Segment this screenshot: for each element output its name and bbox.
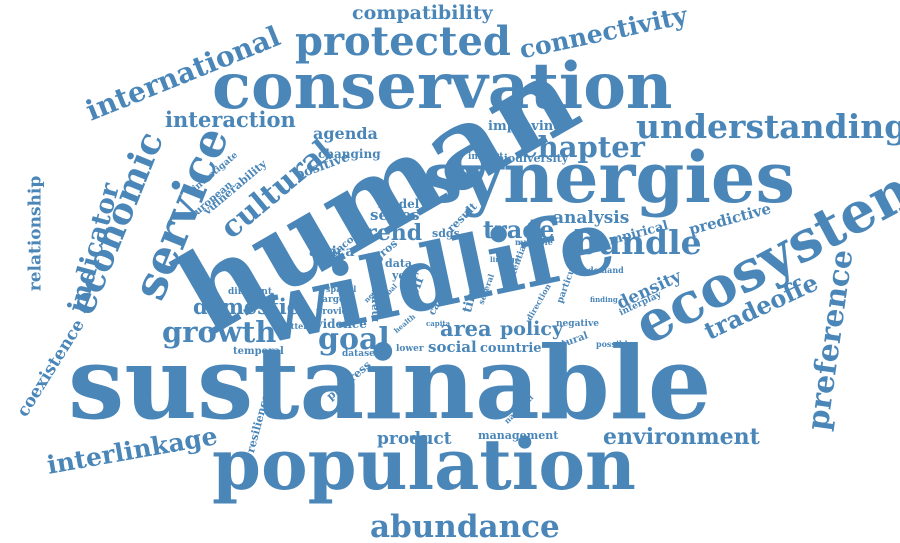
word-synergies: synergies (423, 136, 795, 219)
word-countrie: countrie (480, 341, 542, 356)
word-understanding: understanding (636, 107, 900, 146)
word-multiple: multiple (515, 237, 553, 247)
word-pattern: pattern (280, 321, 314, 331)
word-capita: capita (426, 319, 451, 328)
word-management: management (478, 429, 559, 442)
word-trade: trade (483, 215, 555, 244)
word-improving: improving (488, 119, 563, 134)
word-demand: demand (588, 265, 624, 275)
word-linkage: linkage (490, 255, 520, 264)
word-abundance: abundance (370, 509, 560, 543)
word-spatial: spatial (326, 284, 357, 294)
word-changing: changing (318, 147, 381, 161)
word-conservation: conservation (212, 49, 673, 124)
word-environment: environment (603, 424, 760, 450)
word-domestic: domestic (193, 294, 300, 319)
word-bundle: bundle (574, 223, 702, 262)
word-population: population (212, 423, 636, 506)
word-area: area (440, 316, 492, 341)
word-series: series (370, 206, 420, 224)
word-africa: africa (309, 244, 355, 260)
word-sustainable: sustainable (68, 324, 712, 442)
word-growth: growth (162, 315, 277, 349)
word-possible: possible (596, 339, 633, 349)
word-provide: provide (316, 307, 354, 317)
word-model: model (378, 197, 420, 211)
word-interaction: interaction (165, 107, 296, 132)
word-sdgs: sdgs (432, 227, 460, 240)
word-finding: finding (590, 295, 618, 304)
word-temporal: temporal (233, 346, 284, 357)
word-biodiversity: biodiversity (496, 152, 569, 165)
word-negative: negative (556, 319, 599, 329)
word-target: target (318, 295, 349, 305)
word-analysis: analysis (553, 208, 630, 228)
word-different: different (228, 287, 272, 297)
word-evidence: evidence (308, 317, 367, 331)
word-data: data (385, 257, 413, 270)
word-present: present (452, 169, 482, 178)
word-product: product (377, 429, 452, 449)
word-policy: policy (500, 318, 564, 340)
word-agenda: agenda (313, 124, 378, 143)
word-goal: goal (318, 322, 390, 357)
word-insight: insight (468, 152, 504, 162)
word-lower: lower (396, 344, 424, 354)
word-protected: protected (295, 18, 511, 65)
word-relationship: relationship (25, 175, 46, 292)
word-social: social (428, 338, 477, 356)
word-dataset: dataset (342, 349, 380, 359)
word-trend: trend (355, 220, 423, 246)
word-compatibility: compatibility (352, 2, 493, 24)
word-year: year (392, 269, 419, 282)
word-chapter: chapter (520, 130, 645, 164)
